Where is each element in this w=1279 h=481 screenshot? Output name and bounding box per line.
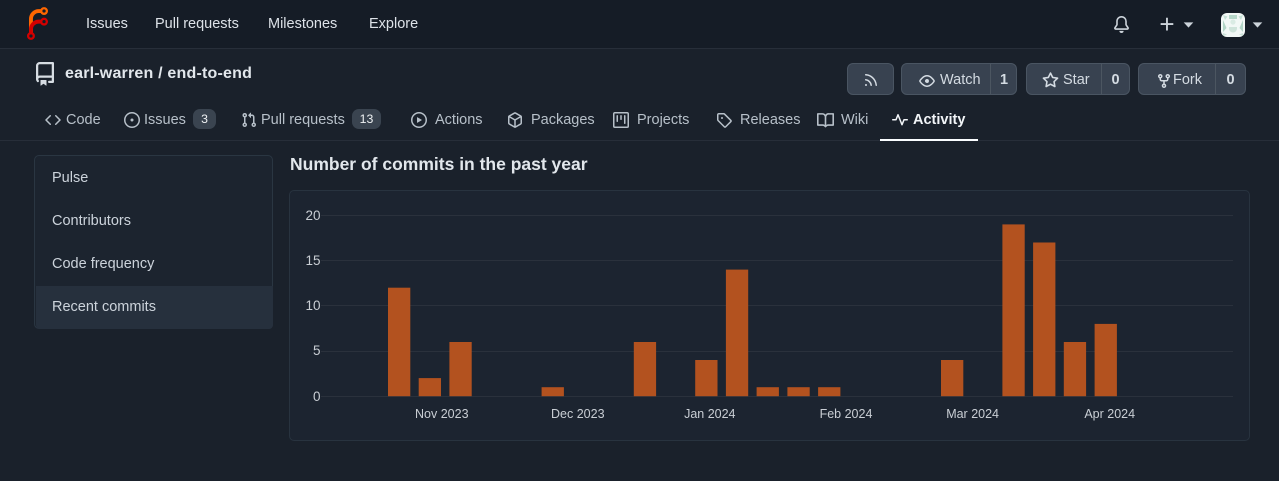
svg-text:Dec 2023: Dec 2023 — [551, 407, 605, 421]
svg-text:Mar 2024: Mar 2024 — [946, 407, 999, 421]
svg-text:Apr 2024: Apr 2024 — [1084, 407, 1135, 421]
svg-text:Jan 2024: Jan 2024 — [684, 407, 735, 421]
svg-text:Feb 2024: Feb 2024 — [820, 407, 873, 421]
svg-text:15: 15 — [305, 253, 320, 268]
svg-text:5: 5 — [313, 343, 321, 358]
svg-text:20: 20 — [305, 208, 320, 223]
svg-text:Nov 2023: Nov 2023 — [415, 407, 469, 421]
svg-text:0: 0 — [313, 389, 321, 404]
svg-text:10: 10 — [305, 298, 320, 313]
